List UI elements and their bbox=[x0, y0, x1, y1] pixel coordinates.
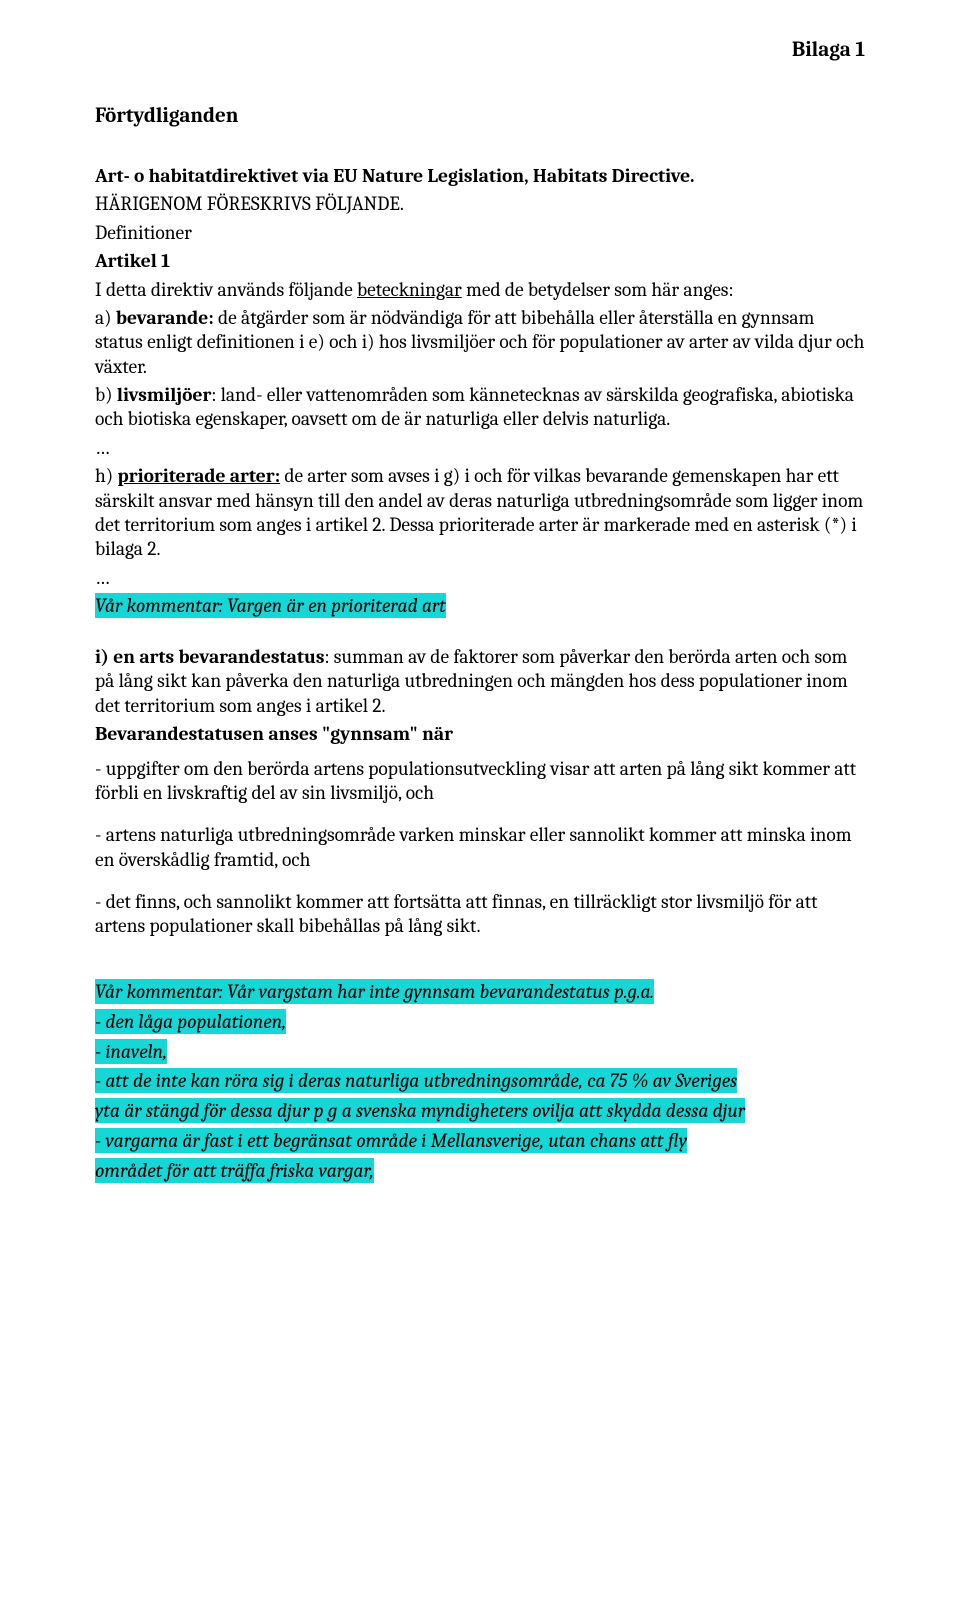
comment-2-l5b: området för att träffa friska vargar, bbox=[95, 1158, 374, 1183]
ellipsis-2: … bbox=[95, 566, 865, 590]
item-b: b) livsmiljöer: land- eller vattenområde… bbox=[95, 383, 865, 432]
comment-2-l2-wrap: - den låga populationen, bbox=[95, 1009, 865, 1036]
intro-line-2: HÄRIGENOM FÖRESKRIVS FÖLJANDE. bbox=[95, 192, 865, 216]
main-title: Förtydliganden bbox=[95, 104, 865, 128]
comment-2-l5b-wrap: området för att träffa friska vargar, bbox=[95, 1158, 865, 1185]
bilaga-label: Bilaga 1 bbox=[792, 38, 865, 62]
gynnsam-3: - det finns, och sannolikt kommer att fo… bbox=[95, 890, 865, 939]
comment-1: Vår kommentar: Vargen är en prioriterad … bbox=[95, 593, 446, 618]
comment-2-l4b: yta är stängd för dessa djur p g a svens… bbox=[95, 1098, 745, 1123]
comment-2-l3-wrap: - inaveln, bbox=[95, 1039, 865, 1066]
artikel-heading: Artikel 1 bbox=[95, 249, 865, 273]
item-b-term: livsmiljöer bbox=[117, 383, 211, 406]
lead-sentence: I detta direktiv används följande beteck… bbox=[95, 278, 865, 302]
item-a-term: bevarande: bbox=[116, 306, 214, 329]
comment-2-l5a-wrap: - vargarna är fast i ett begränsat områd… bbox=[95, 1128, 865, 1155]
lead-b: med de betydelser som här anges: bbox=[462, 278, 734, 301]
comment-2-l2: - den låga populationen, bbox=[95, 1009, 286, 1034]
intro-line-1: Art- o habitatdirektivet via EU Nature L… bbox=[95, 164, 865, 188]
comment-2-l5a: - vargarna är fast i ett begränsat områd… bbox=[95, 1128, 687, 1153]
ellipsis-1: … bbox=[95, 436, 865, 460]
gynnsam-2: - artens naturliga utbredningsområde var… bbox=[95, 823, 865, 872]
item-a-label: a) bbox=[95, 306, 116, 329]
item-i: i) en arts bevarandestatus: summan av de… bbox=[95, 645, 865, 718]
comment-2-l4b-wrap: yta är stängd för dessa djur p g a svens… bbox=[95, 1098, 865, 1125]
item-i-label: i) en arts bevarandestatus bbox=[95, 645, 325, 668]
definitioner-heading: Definitioner bbox=[95, 221, 865, 245]
item-h-term: prioriterade arter: bbox=[118, 464, 281, 487]
lead-underline: beteckningar bbox=[357, 278, 462, 301]
item-a: a) bevarande: de åtgärder som är nödvänd… bbox=[95, 306, 865, 379]
item-h-label: h) bbox=[95, 464, 118, 487]
item-h: h) prioriterade arter: de arter som avse… bbox=[95, 464, 865, 562]
comment-2-l3: - inaveln, bbox=[95, 1039, 167, 1064]
gynnsam-1: - uppgifter om den berörda artens popula… bbox=[95, 757, 865, 806]
gynnsam-title: Bevarandestatusen anses "gynnsam" när bbox=[95, 722, 865, 746]
document-page: Bilaga 1 Förtydliganden Art- o habitatdi… bbox=[0, 0, 960, 1228]
comment-2-l4a: - att de inte kan röra sig i deras natur… bbox=[95, 1068, 737, 1093]
page-header-right: Bilaga 1 bbox=[95, 38, 865, 62]
comment-2-l1: Vår kommentar: Vår vargstam har inte gyn… bbox=[95, 979, 654, 1004]
comment-2-l4a-wrap: - att de inte kan röra sig i deras natur… bbox=[95, 1068, 865, 1095]
comment-2-l1-wrap: Vår kommentar: Vår vargstam har inte gyn… bbox=[95, 979, 865, 1006]
lead-a: I detta direktiv används följande bbox=[95, 278, 357, 301]
item-b-label: b) bbox=[95, 383, 117, 406]
comment-1-wrap: Vår kommentar: Vargen är en prioriterad … bbox=[95, 594, 865, 617]
